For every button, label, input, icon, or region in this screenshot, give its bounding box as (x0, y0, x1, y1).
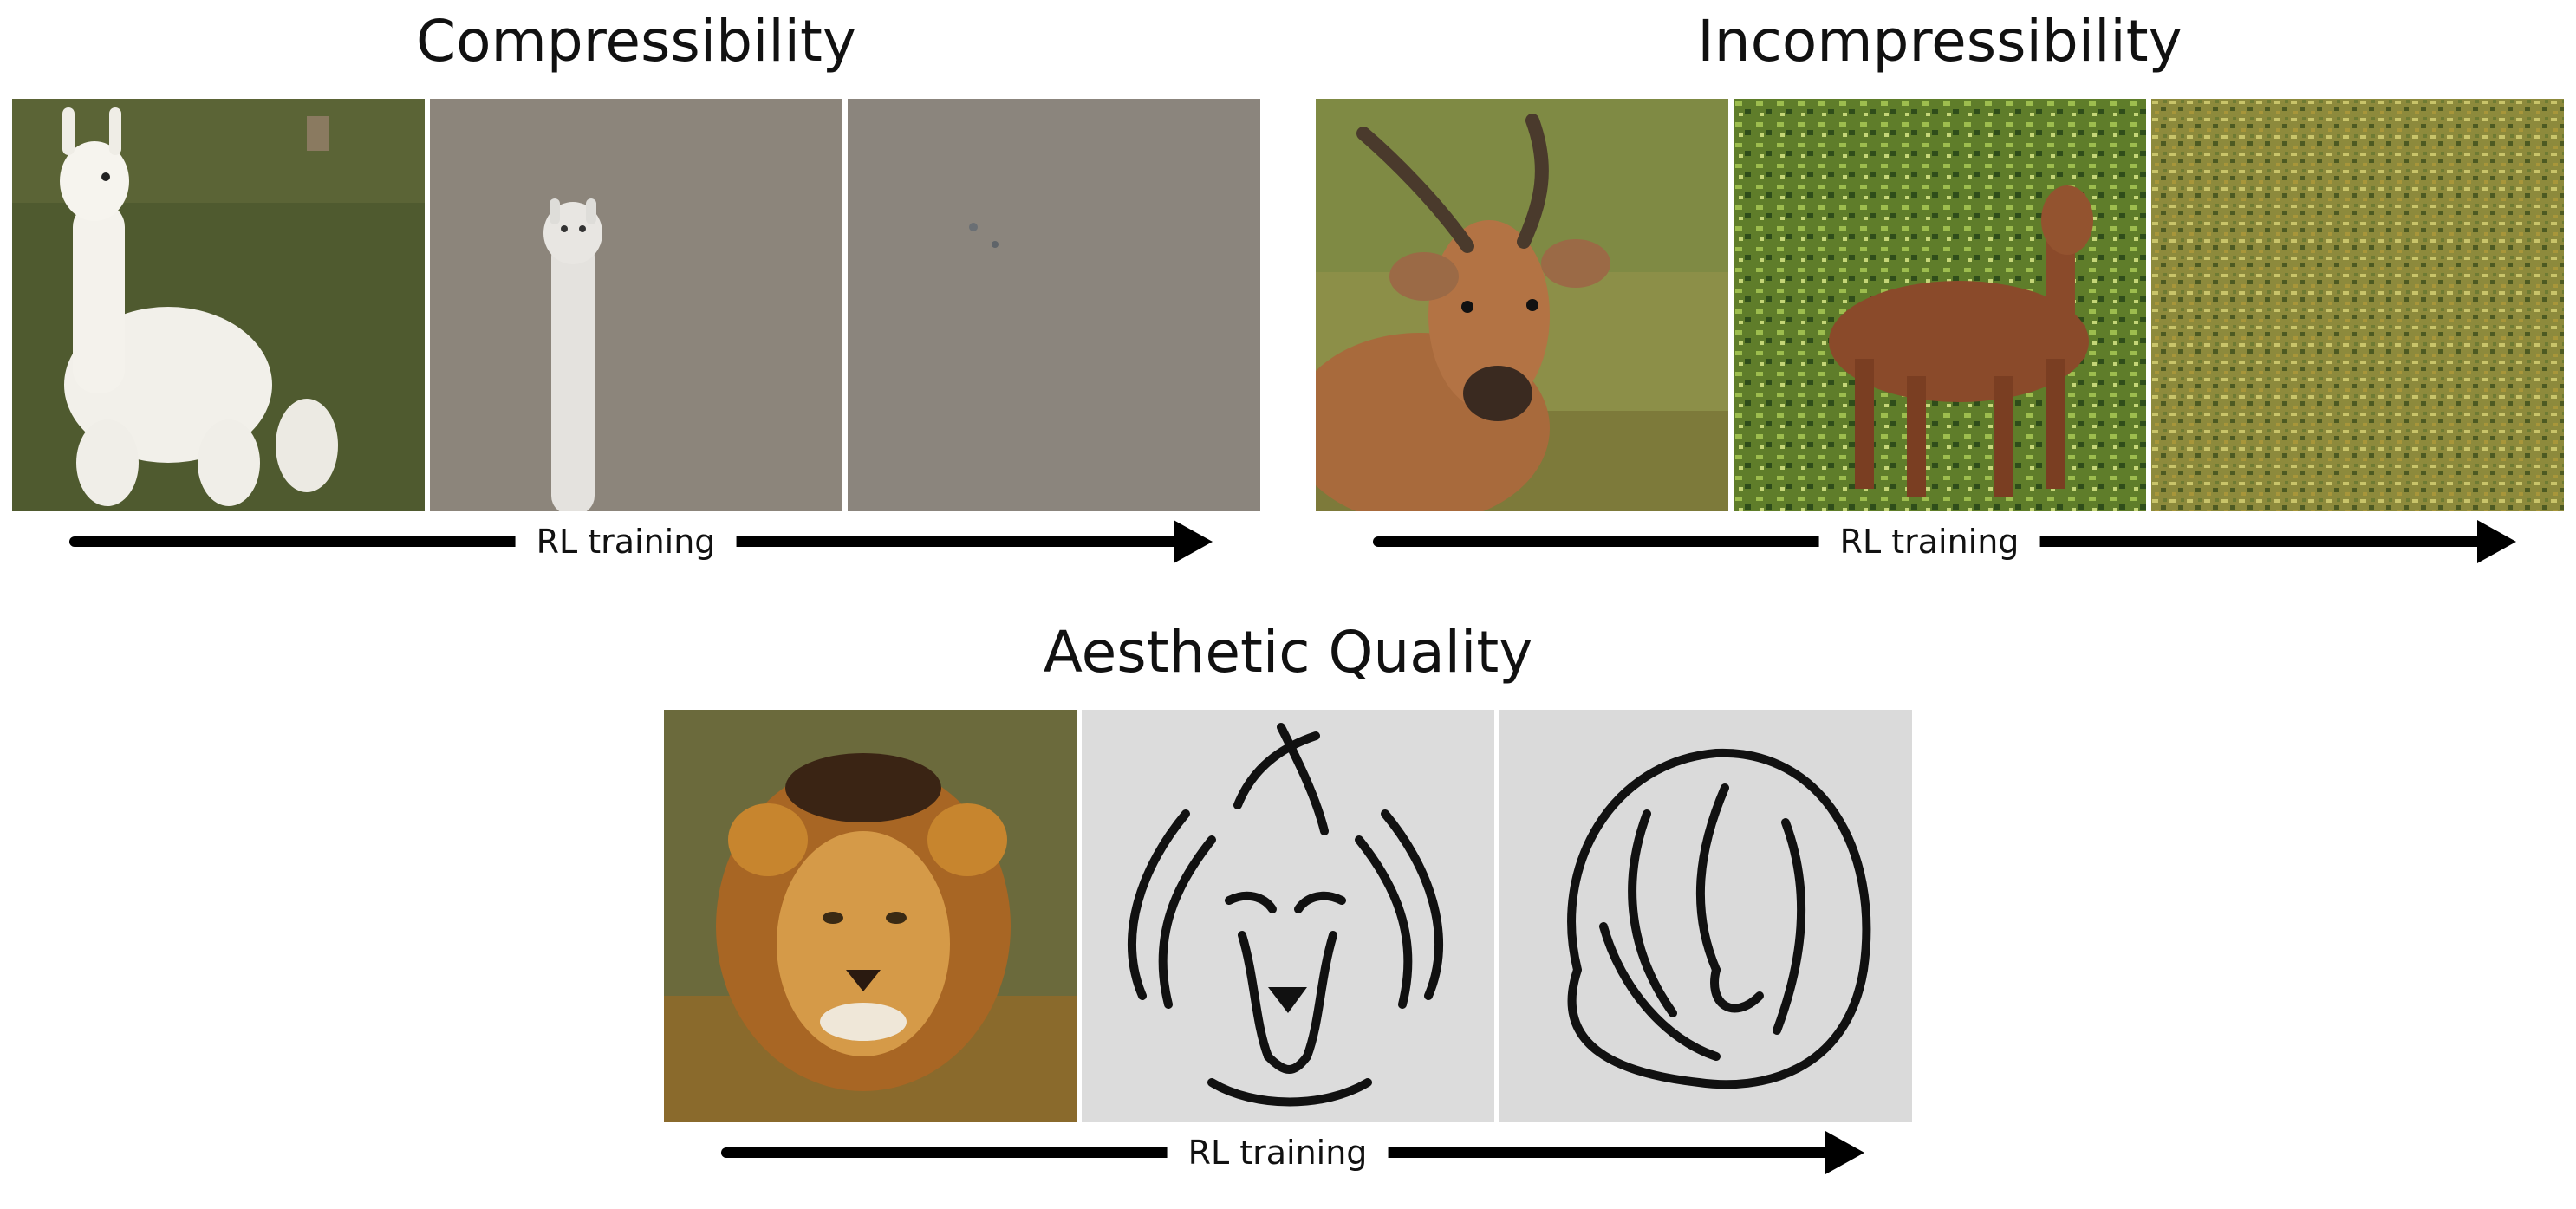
lion-photo-image (664, 710, 1077, 1122)
incompressibility-image-row (1316, 99, 2564, 511)
llama-blurred-image (430, 99, 842, 511)
compressibility-title: Compressibility (416, 8, 856, 75)
abstract-line-drawing-image (1499, 710, 1912, 1122)
aesthetic-image-row (664, 710, 1912, 1122)
lion-line-drawing-image (1082, 710, 1494, 1122)
compressibility-axis-label: RL training (515, 520, 737, 563)
compressibility-image-row (12, 99, 1260, 511)
incompressibility-panel: Incompressibility (1316, 0, 2564, 572)
antelope-textured-image (1734, 99, 2146, 511)
blank-gray-image (848, 99, 1260, 511)
incompressibility-axis-label: RL training (1818, 520, 2040, 563)
compressibility-panel: Compressibility (12, 0, 1260, 572)
llama-photo-image (12, 99, 425, 511)
noise-texture-image (2151, 99, 2564, 511)
aesthetic-title: Aesthetic Quality (1043, 619, 1533, 686)
antelope-photo-image (1316, 99, 1728, 511)
compressibility-training-arrow: RL training (12, 520, 1260, 563)
incompressibility-training-arrow: RL training (1316, 520, 2564, 563)
aesthetic-training-arrow: RL training (664, 1131, 1912, 1174)
incompressibility-title: Incompressibility (1697, 8, 2182, 75)
aesthetic-axis-label: RL training (1167, 1131, 1389, 1174)
aesthetic-panel: Aesthetic Quality (664, 611, 1912, 1183)
